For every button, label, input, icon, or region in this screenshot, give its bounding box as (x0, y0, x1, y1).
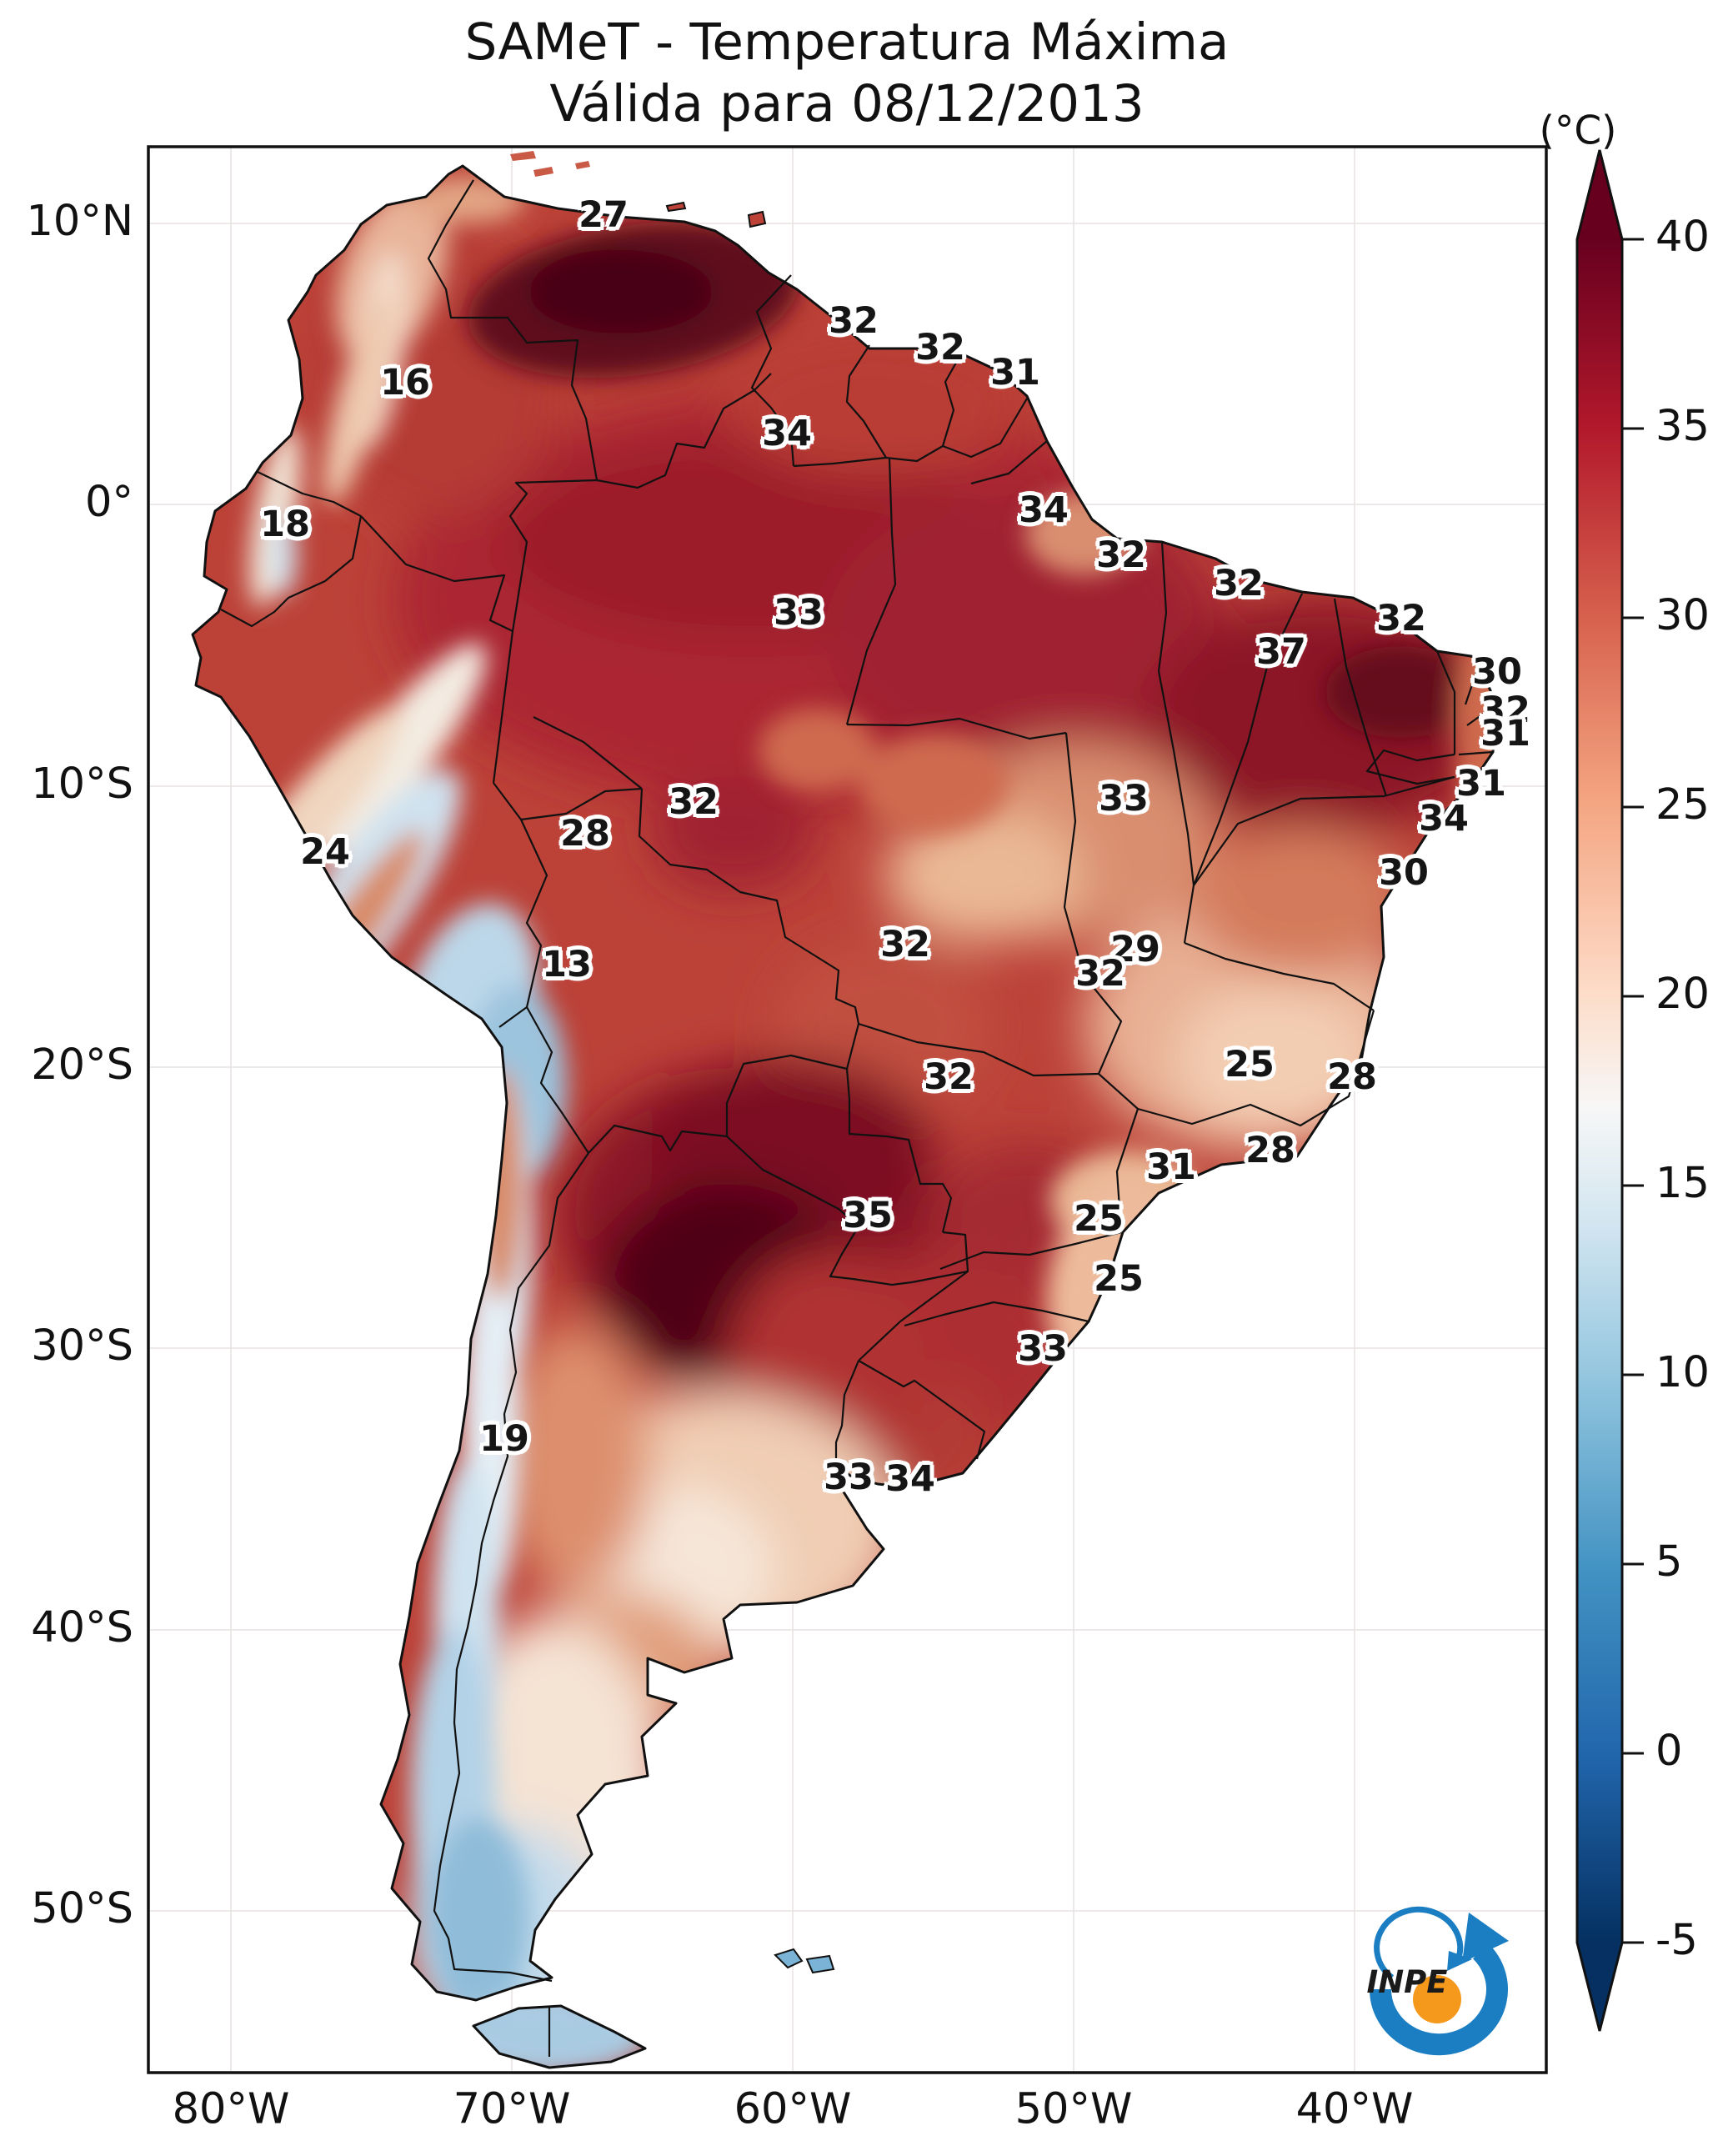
lat-tick-label: 10°N (26, 197, 133, 247)
colorbar (1575, 149, 1644, 2032)
islands (510, 151, 835, 1974)
colorbar-tick-label: 10 (1655, 1348, 1710, 1398)
colorbar-tick-label: 35 (1655, 402, 1710, 452)
temperature-label: 32 (880, 924, 930, 965)
temperature-label: 35 (843, 1195, 893, 1236)
temperature-label: 32 (924, 1056, 974, 1098)
temperature-label: 32 (1376, 598, 1426, 639)
temperature-label: 19 (479, 1418, 529, 1460)
temperature-label: 30 (1379, 852, 1429, 894)
temperature-label: 25 (1225, 1044, 1275, 1086)
temperature-label: 34 (1419, 798, 1469, 840)
lon-tick-label: 40°W (1295, 2084, 1414, 2134)
colorbar-tick-label: 5 (1655, 1537, 1683, 1587)
temperature-label: 27 (579, 194, 629, 236)
lat-tick-label: 40°S (31, 1603, 133, 1653)
lon-tick-label: 70°W (453, 2084, 571, 2134)
lat-tick-label: 30°S (31, 1321, 133, 1371)
lon-tick-label: 60°W (734, 2084, 852, 2134)
figure-title: SAMeT - Temperatura Máxima Válida para 0… (465, 12, 1230, 135)
lat-tick-label: 50°S (31, 1884, 133, 1934)
title-line-1: SAMeT - Temperatura Máxima (464, 13, 1230, 72)
lat-tick-label: 20°S (31, 1040, 133, 1091)
temperature-label: 28 (1327, 1056, 1377, 1098)
temperature-label: 31 (1480, 713, 1530, 755)
temperature-label: 31 (990, 352, 1040, 394)
temperature-label: 33 (824, 1457, 874, 1498)
temperature-label: 34 (762, 413, 812, 454)
colorbar-tick-label: 25 (1655, 780, 1710, 830)
political-borders (220, 179, 1497, 2057)
temperature-label: 33 (1018, 1328, 1068, 1370)
temperature-label: 32 (1480, 689, 1530, 731)
plot-frame (147, 145, 1548, 2074)
temperature-label: 18 (260, 504, 310, 545)
logo-inner-arrow-icon (1447, 1951, 1472, 1971)
temperature-label: 34 (1019, 489, 1069, 531)
temperature-label: 29 (1110, 929, 1160, 970)
temperature-label: 33 (1099, 778, 1149, 820)
logo-orange-dot (1413, 1975, 1461, 2023)
temperature-label: 31 (1456, 763, 1506, 805)
temperature-label: 34 (885, 1458, 935, 1500)
lat-tick-label: 10°S (31, 760, 133, 810)
lon-tick-label: 50°W (1014, 2084, 1133, 2134)
temperature-label: 37 (1256, 631, 1306, 673)
colorbar-tick-label: 20 (1655, 970, 1710, 1020)
temperature-label: 28 (1245, 1130, 1295, 1171)
temperature-label: 32 (1096, 534, 1146, 576)
temperature-label: 25 (1074, 1198, 1124, 1240)
lon-tick-label: 80°W (172, 2084, 290, 2134)
colorbar-tick-label: 0 (1655, 1727, 1683, 1777)
temperature-label: 32 (915, 327, 965, 369)
temperature-label: 32 (669, 781, 719, 823)
south-america-temperature-field (191, 151, 1498, 2069)
colorbar-tick-label: 15 (1655, 1159, 1710, 1209)
logo-inner-orbit (1374, 1906, 1464, 1980)
temperature-label: 33 (774, 592, 824, 634)
logo-swoosh (1369, 1943, 1508, 2056)
temperature-label: 30 (1472, 651, 1522, 693)
logo-arrow-icon (1462, 1913, 1509, 1963)
temperature-label: 13 (542, 944, 592, 985)
temperature-label: 28 (560, 813, 610, 855)
colorbar-tick-label: -5 (1655, 1916, 1698, 1966)
title-line-2: Válida para 08/12/2013 (549, 74, 1144, 133)
temperature-label: 31 (1146, 1146, 1196, 1188)
inpe-logo: INPE (1366, 1906, 1509, 2056)
temperature-label: 24 (300, 831, 350, 873)
temperature-label: 25 (1094, 1258, 1144, 1300)
logo-text: INPE (1366, 1964, 1447, 2000)
temperature-label: 32 (1075, 953, 1125, 995)
coastline (191, 164, 1498, 2069)
colorbar-ticks (1622, 238, 1644, 1944)
colorbar-tick-label: 30 (1655, 591, 1710, 641)
temperature-label: 32 (1214, 563, 1264, 604)
temperature-label: 16 (380, 362, 430, 404)
colorbar-tick-label: 40 (1655, 213, 1710, 263)
lat-tick-label: 0° (85, 478, 133, 528)
temperature-label: 32 (829, 300, 879, 342)
colorbar-unit-label: (°C) (1539, 108, 1617, 154)
